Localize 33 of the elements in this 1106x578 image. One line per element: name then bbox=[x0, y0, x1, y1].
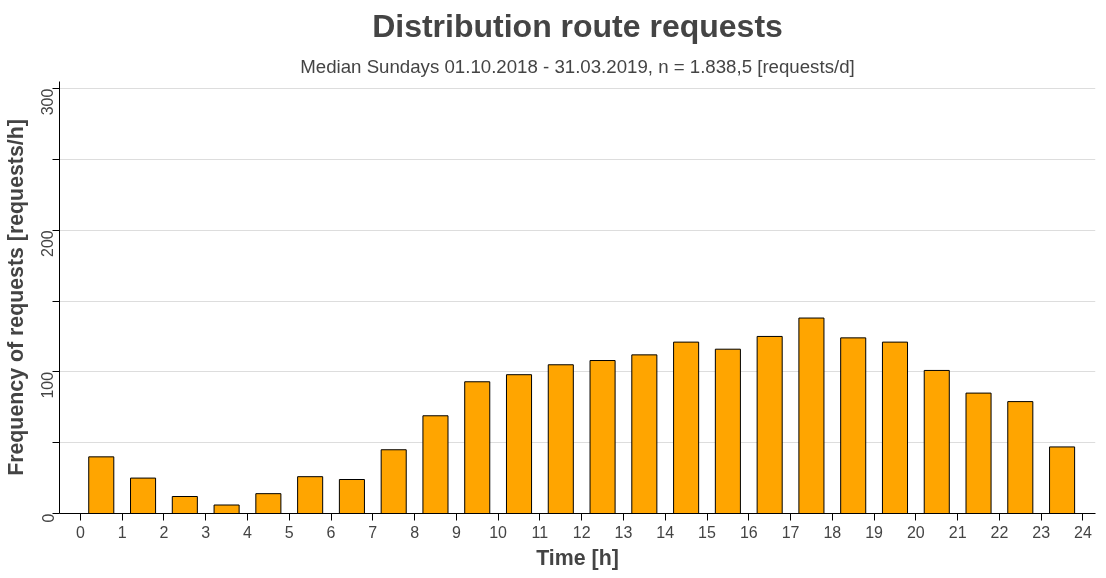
chart-subtitle: Median Sundays 01.10.2018 - 31.03.2019, n = 1.838,5 [requests/d] bbox=[300, 55, 855, 77]
x-tick-label: 9 bbox=[451, 523, 461, 541]
x-tick-label: 6 bbox=[326, 523, 336, 541]
x-tick-label: 3 bbox=[201, 523, 211, 541]
x-tick-label: 11 bbox=[531, 523, 549, 541]
x-tick-label: 8 bbox=[410, 523, 420, 541]
y-tick-label: 100 bbox=[39, 371, 57, 399]
x-tick-label: 18 bbox=[823, 523, 842, 541]
x-tick-label: 20 bbox=[906, 523, 925, 541]
x-tick-label: 21 bbox=[948, 523, 967, 541]
x-tick-label: 13 bbox=[614, 523, 633, 541]
x-tick-label: 15 bbox=[698, 523, 716, 541]
x-tick-label: 4 bbox=[243, 523, 253, 541]
x-tick-label: 24 bbox=[1074, 523, 1092, 541]
x-tick-label: 10 bbox=[489, 523, 508, 541]
x-tick-label: 14 bbox=[656, 523, 675, 541]
x-tick-label: 2 bbox=[159, 523, 169, 541]
y-tick-label: 300 bbox=[39, 88, 57, 116]
y-axis-title: Frequency of requests [requests/h] bbox=[3, 119, 28, 476]
x-tick-label: 23 bbox=[1032, 523, 1051, 541]
x-tick-label: 17 bbox=[781, 523, 800, 541]
y-tick-label: 0 bbox=[39, 513, 57, 523]
x-tick-label: 16 bbox=[739, 523, 758, 541]
x-tick-label: 22 bbox=[990, 523, 1009, 541]
x-tick-label: 5 bbox=[284, 523, 294, 541]
y-tick-label: 200 bbox=[39, 230, 57, 257]
x-tick-label: 12 bbox=[572, 523, 591, 541]
x-tick-label: 0 bbox=[75, 523, 85, 541]
x-tick-label: 1 bbox=[117, 523, 127, 541]
x-tick-label: 19 bbox=[865, 523, 884, 541]
chart-title: Distribution route requests bbox=[372, 7, 783, 44]
x-axis-title: Time [h] bbox=[536, 545, 619, 570]
x-tick-label: 7 bbox=[368, 523, 378, 541]
